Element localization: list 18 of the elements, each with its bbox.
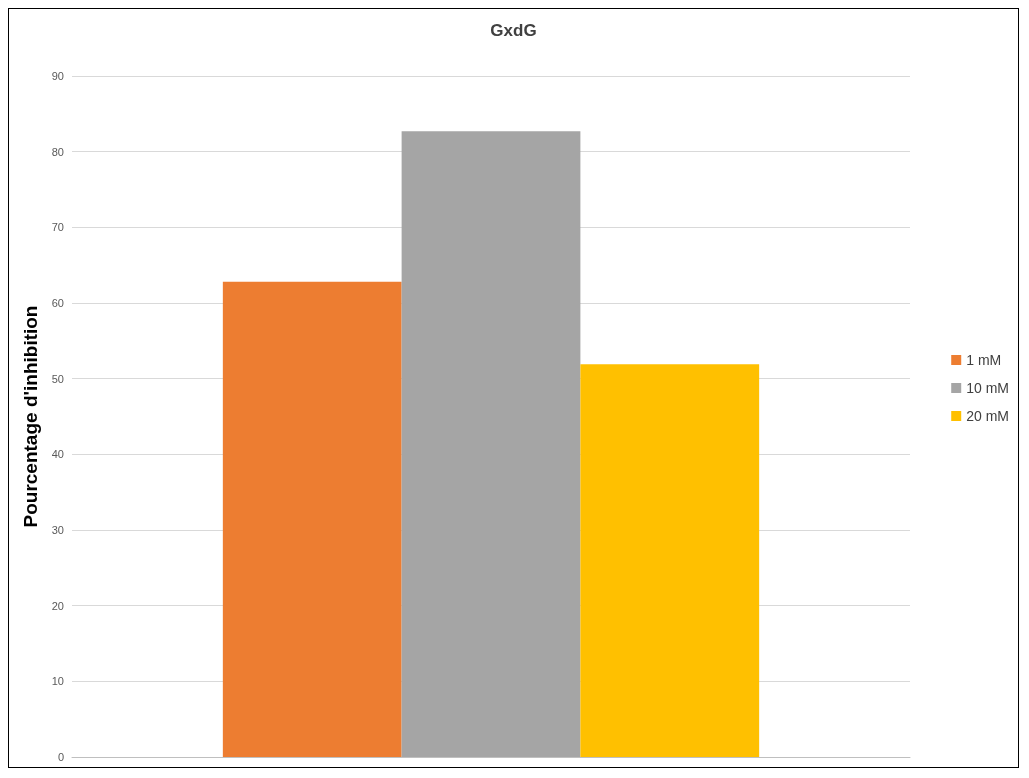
y-tick-label: 0	[57, 751, 64, 763]
y-tick-label: 90	[51, 70, 64, 82]
bar	[401, 131, 581, 757]
y-tick-label: 20	[51, 599, 64, 612]
y-tick-label: 40	[51, 448, 64, 461]
y-tick-label: 30	[51, 524, 64, 536]
y-tick-label: 10	[51, 675, 64, 688]
y-axis-title: Pourcentage d'inhibition	[20, 305, 41, 528]
y-tick-label: 80	[51, 145, 64, 158]
bar	[222, 281, 402, 757]
legend-label: 10 mM	[966, 380, 1010, 396]
legend-label: 20 mM	[966, 408, 1010, 424]
legend-label: 1 mM	[966, 352, 1002, 368]
y-tick-label: 70	[51, 221, 64, 234]
chart-title: GxdG	[490, 21, 537, 40]
y-tick-label: 60	[51, 297, 64, 309]
bar	[580, 364, 760, 757]
y-tick-label: 50	[51, 372, 64, 385]
